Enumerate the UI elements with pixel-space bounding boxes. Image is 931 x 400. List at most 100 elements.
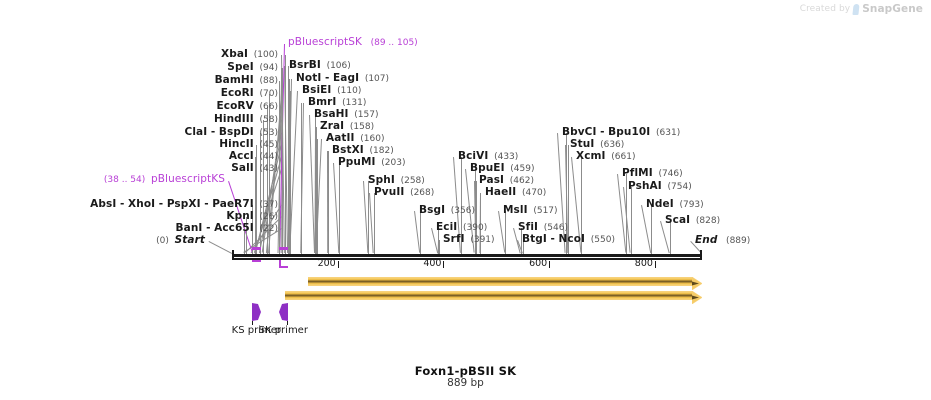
sequence-end-label[interactable]: End (889) [695,235,750,247]
enzyme-name: BspDI [218,126,254,138]
sequence-start-label[interactable]: (0) Start [0,235,205,247]
orf-arrow[interactable] [284,290,703,305]
restriction-site-label[interactable]: SphI (258) [368,175,425,187]
restriction-site-label[interactable]: XbaI (100) [0,49,278,61]
restriction-site-label[interactable]: PasI (462) [479,175,534,187]
restriction-site-label[interactable]: AatII (160) [326,133,384,145]
enzyme-position: (636) [594,140,625,150]
restriction-site-label[interactable]: SalI (43) [0,163,278,175]
label-separator: - [155,198,167,210]
restriction-site-label[interactable]: HincII (45) [0,139,278,151]
enzyme-position: (462) [504,176,534,186]
restriction-site-label[interactable]: SrfI (391) [443,234,495,246]
feature-range: (38 .. 54) [103,175,151,185]
feature-bar[interactable] [279,247,288,250]
orf-arrow[interactable] [307,275,703,291]
restriction-site-tick [581,157,583,254]
restriction-site-label[interactable]: BsrBI (106) [289,60,351,72]
restriction-site-label[interactable]: BmrI (131) [308,97,366,109]
enzyme-name: EagI [333,72,360,84]
label-separator: - [200,198,213,210]
feature-label-pbluescriptks[interactable]: (38 .. 54) pBluescriptKS [0,174,225,186]
restriction-site-label[interactable]: HindIII (58) [0,114,278,126]
enzyme-name: HincII [219,138,254,150]
orf-arrowhead-icon [691,275,703,291]
enzyme-position: (43) [253,164,278,174]
restriction-site-label[interactable]: PshAI (754) [628,181,692,193]
enzyme-position: (828) [690,216,721,226]
restriction-site-label[interactable]: AccI (44) [0,151,278,163]
restriction-site-label[interactable]: BsgI (356) [419,205,475,217]
label-separator: - [116,198,129,210]
enzyme-position: (157) [348,110,379,120]
restriction-site-label[interactable]: ClaI - BspDI (53) [0,127,278,139]
enzyme-name: HindIII [213,113,254,125]
restriction-site-label[interactable]: BanI - Acc65I (22) [0,223,278,235]
restriction-site-label[interactable]: XcmI (661) [576,151,636,163]
label-separator: - [202,222,215,234]
enzyme-position: (66) [253,102,278,112]
restriction-site-label[interactable]: ScaI (828) [665,215,720,227]
restriction-site-label[interactable]: BpuEI (459) [470,163,535,175]
restriction-site-label[interactable]: NdeI (793) [646,199,704,211]
restriction-site-label[interactable]: PpuMI (203) [338,157,405,169]
feature-label-pbluescriptsk[interactable]: pBluescriptSK (89 .. 105) [288,37,418,49]
enzyme-position: (107) [359,74,390,84]
watermark-brand: SnapGene [862,3,923,15]
enzyme-name: AatII [326,132,355,144]
restriction-site-label[interactable]: SpeI (94) [0,62,278,74]
restriction-site-tick [476,181,478,254]
primer-arrow-ks[interactable] [252,303,262,321]
restriction-site-tick [262,120,264,254]
enzyme-name: StuI [570,138,595,150]
orf-arrow-body [284,291,693,300]
restriction-site-label[interactable]: KpnI (26) [0,211,278,223]
restriction-site-tick [368,181,370,254]
restriction-site-label[interactable]: BsiEI (110) [302,85,361,97]
enzyme-name: Bpu10I [608,126,651,138]
restriction-site-label[interactable]: MslI (517) [503,205,558,217]
enzyme-position: (110) [331,86,362,96]
restriction-site-label[interactable]: EcoRV (66) [0,101,278,113]
enzyme-position: (268) [404,188,435,198]
restriction-site-label[interactable]: SfiI (546) [518,222,568,234]
enzyme-name: PflMI [622,167,653,179]
enzyme-name: BpuEI [470,162,505,174]
feature-name: pBluescriptKS [150,173,225,185]
enzyme-name: BtgI [522,233,547,245]
restriction-site-label[interactable]: HaeII (470) [485,187,546,199]
enzyme-name: ClaI [184,126,208,138]
restriction-site-tick [420,211,422,254]
restriction-site-label[interactable]: BamHI (88) [0,75,278,87]
primer-arrow-sk[interactable] [279,303,289,321]
restriction-site-tick [522,240,524,254]
restriction-site-label[interactable]: BsaHI (157) [314,109,378,121]
restriction-site-label[interactable]: EciI (390) [436,222,487,234]
enzyme-position: (44) [253,152,278,162]
enzyme-position: (22) [253,224,278,234]
restriction-site-label[interactable]: ZraI (158) [320,121,374,133]
restriction-site-label[interactable]: BciVI (433) [458,151,518,163]
label-separator: - [207,126,219,138]
enzyme-position: (546) [538,223,568,233]
restriction-site-label[interactable]: PvuII (268) [374,187,434,199]
label-separator: - [321,72,333,84]
restriction-site-tick [339,163,341,254]
restriction-site-label[interactable]: StuI (636) [570,139,624,151]
restriction-site-label[interactable]: EcoRI (70) [0,88,278,100]
restriction-site-label[interactable]: PflMI (746) [622,168,683,180]
ruler-tick-label: 600 [529,258,548,269]
restriction-site-label[interactable]: NotI - EagI (107) [296,73,389,85]
restriction-site-tick [301,103,303,254]
feature-bar[interactable] [252,247,261,250]
restriction-site-tick [316,139,318,254]
enzyme-name: EcoRI [220,87,254,99]
restriction-site-label[interactable]: BbvCI - Bpu10I (631) [562,127,680,139]
restriction-site-label[interactable]: BtgI - NcoI (550) [522,234,615,246]
restriction-site-label[interactable]: AbsI - XhoI - PspXI - PaeR7I (37) [0,199,278,211]
restriction-site-tick [520,228,522,254]
enzyme-name: NdeI [646,198,674,210]
restriction-site-label[interactable]: BstXI (182) [332,145,394,157]
